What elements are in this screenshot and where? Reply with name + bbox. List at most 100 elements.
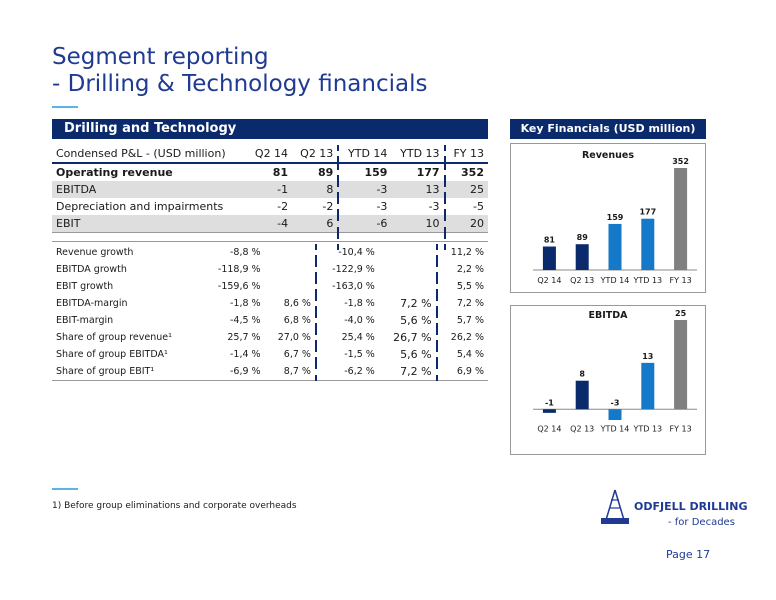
kpi-cell: -1,4 %: [229, 349, 261, 360]
revenues-chart-svg: 81 Q2 14 89 Q2 13 159 YTD 14 177 YTD 13 352 FY 13: [533, 157, 697, 285]
title-underline: [52, 106, 78, 108]
kpi-cell: 8,7 %: [264, 363, 316, 381]
category-label: Q2 14: [537, 276, 561, 285]
pl-header-q214: Q2 14: [254, 147, 289, 160]
key-financials-header: Key Financials (USD million): [510, 119, 706, 139]
bar-ytd-13: [641, 218, 655, 270]
kpi-cell: [379, 244, 437, 261]
kpi-row: Share of group EBITDA¹ -1,4 % 6,7 % -1,5…: [52, 346, 488, 363]
bar-q2-13: [575, 380, 589, 410]
pl-cell: 89: [318, 166, 334, 179]
data-label: 13: [642, 352, 653, 361]
ebitda-chart-title: EBITDA: [588, 310, 628, 321]
pl-cell: -5: [443, 198, 488, 215]
pl-cell: 13: [425, 183, 440, 196]
pl-cell: -3: [337, 198, 392, 215]
logo-name: ODFJELL DRILLING: [634, 500, 748, 513]
pl-cell: -1: [277, 183, 289, 196]
pl-row-label: EBITDA: [56, 183, 97, 196]
kpi-row: EBITDA growth -118,9 % -122,9 % 2,2 %: [52, 261, 488, 278]
data-label: 89: [577, 233, 589, 242]
pl-cell: -2: [277, 200, 289, 213]
kpi-cell: 5,4 %: [435, 346, 488, 363]
kpi-cell: -159,6 %: [217, 281, 261, 292]
pl-cell: 352: [443, 163, 488, 181]
bar-ytd-14: [608, 223, 622, 270]
category-label: YTD 14: [600, 424, 630, 433]
kpi-row: EBIT-margin -4,5 % 6,8 % -4,0 % 5,6 % 5,…: [52, 312, 488, 329]
title-line-1: Segment reporting: [52, 44, 269, 70]
kpi-row-label: EBITDA growth: [56, 264, 127, 275]
pl-header-ytd14: YTD 14: [337, 145, 392, 163]
kpi-row-label: EBITDA-margin: [56, 298, 128, 309]
data-label: 177: [639, 208, 656, 217]
kpi-cell: -1,5 %: [314, 346, 379, 363]
pl-row-ebit: EBIT -4 6 -6 10 20: [52, 215, 488, 233]
kpi-cell: -1,8 %: [229, 298, 261, 309]
ebitda-chart: EBITDA -1 Q2 14 8 Q2 13 -3 YTD 14 13 YTD 13 25 FY…: [510, 305, 706, 455]
kpi-row: Revenue growth -8,8 % -10,4 % 11,2 %: [52, 244, 488, 261]
pl-cell: 10: [391, 215, 445, 233]
pl-cell: -4: [246, 215, 293, 233]
kpi-row-label: EBIT growth: [56, 281, 114, 292]
kpi-cell: 25,7 %: [227, 332, 261, 343]
pl-row-label: Depreciation and impairments: [56, 200, 224, 213]
kpi-row-label: EBIT-margin: [56, 315, 114, 326]
kpi-cell: -118,9 %: [217, 264, 261, 275]
pl-table: Condensed P&L - (USD million) Q2 14 Q2 1…: [52, 145, 488, 250]
bar-fy-13: [674, 320, 688, 410]
pl-header-row: Condensed P&L - (USD million) Q2 14 Q2 1…: [52, 145, 488, 163]
kpi-cell: 5,6 %: [400, 314, 432, 327]
pl-row-ebitda: EBITDA -1 8 -3 13 25: [52, 181, 488, 198]
page-title: Segment reporting - Drilling & Technolog…: [52, 44, 427, 98]
revenues-chart: Revenues 81 Q2 14 89 Q2 13 159 YTD 14 177 YTD 1…: [510, 143, 706, 293]
kpi-row-label: Revenue growth: [56, 247, 134, 258]
pl-cell: -3: [428, 200, 440, 213]
kpi-top-rule: [52, 241, 488, 242]
pl-header-ytd13: YTD 13: [400, 147, 440, 160]
data-label: 8: [579, 370, 585, 379]
pl-cell: 159: [337, 163, 392, 181]
data-label: -3: [611, 398, 620, 407]
kpi-table: Revenue growth -8,8 % -10,4 % 11,2 % EBI…: [52, 244, 488, 381]
kpi-cell: [379, 261, 437, 278]
kpi-cell: 5,6 %: [400, 348, 432, 361]
revenues-chart-title: Revenues: [581, 150, 635, 161]
kpi-cell: [265, 244, 316, 261]
kpi-cell: 26,2 %: [435, 329, 488, 346]
kpi-cell: 6,9 %: [435, 363, 488, 381]
footnote: 1) Before group eliminations and corpora…: [52, 501, 297, 511]
pl-row-label: Operating revenue: [56, 166, 173, 179]
kpi-cell: 8,6 %: [283, 298, 311, 309]
category-label: Q2 14: [537, 424, 561, 433]
kpi-cell: [265, 261, 316, 278]
kpi-cell: 6,7 %: [283, 349, 311, 360]
kpi-row: EBIT growth -159,6 % -163,0 % 5,5 %: [52, 278, 488, 295]
bar-fy-13: [674, 168, 688, 270]
pl-header-fy13: FY 13: [443, 145, 488, 163]
pl-cell: 8: [326, 183, 334, 196]
bar-q2-14: [542, 409, 556, 413]
kpi-row: EBITDA-margin -1,8 % 8,6 % -1,8 % 7,2 % …: [52, 295, 488, 312]
kpi-cell: -4,0 %: [314, 312, 379, 329]
pl-header-q213: Q2 13: [300, 147, 334, 160]
kpi-row-label: Share of group EBIT¹: [52, 363, 203, 381]
kpi-cell: 25,4 %: [314, 329, 379, 346]
kpi-cell: -8,8 %: [229, 247, 261, 258]
kpi-cell: -6,2 %: [314, 363, 379, 381]
kpi-row: Share of group EBIT¹ -6,9 % 8,7 % -6,2 %…: [52, 363, 488, 381]
pl-row-revenue: Operating revenue 81 89 159 177 352: [52, 163, 488, 181]
pl-cell: 20: [443, 215, 488, 233]
kpi-cell: -10,4 %: [314, 244, 379, 261]
category-label: YTD 13: [632, 424, 662, 433]
kpi-cell: [265, 278, 316, 295]
kpi-cell: 5,5 %: [435, 278, 488, 295]
kpi-cell: 7,2 %: [435, 295, 488, 312]
category-label: YTD 13: [632, 276, 662, 285]
category-label: FY 13: [669, 276, 691, 285]
footnote-underline: [52, 488, 78, 490]
category-label: FY 13: [669, 424, 691, 433]
data-label: 81: [544, 236, 556, 245]
pl-cell: -3: [337, 181, 392, 198]
kpi-cell: 26,7 %: [393, 331, 432, 344]
